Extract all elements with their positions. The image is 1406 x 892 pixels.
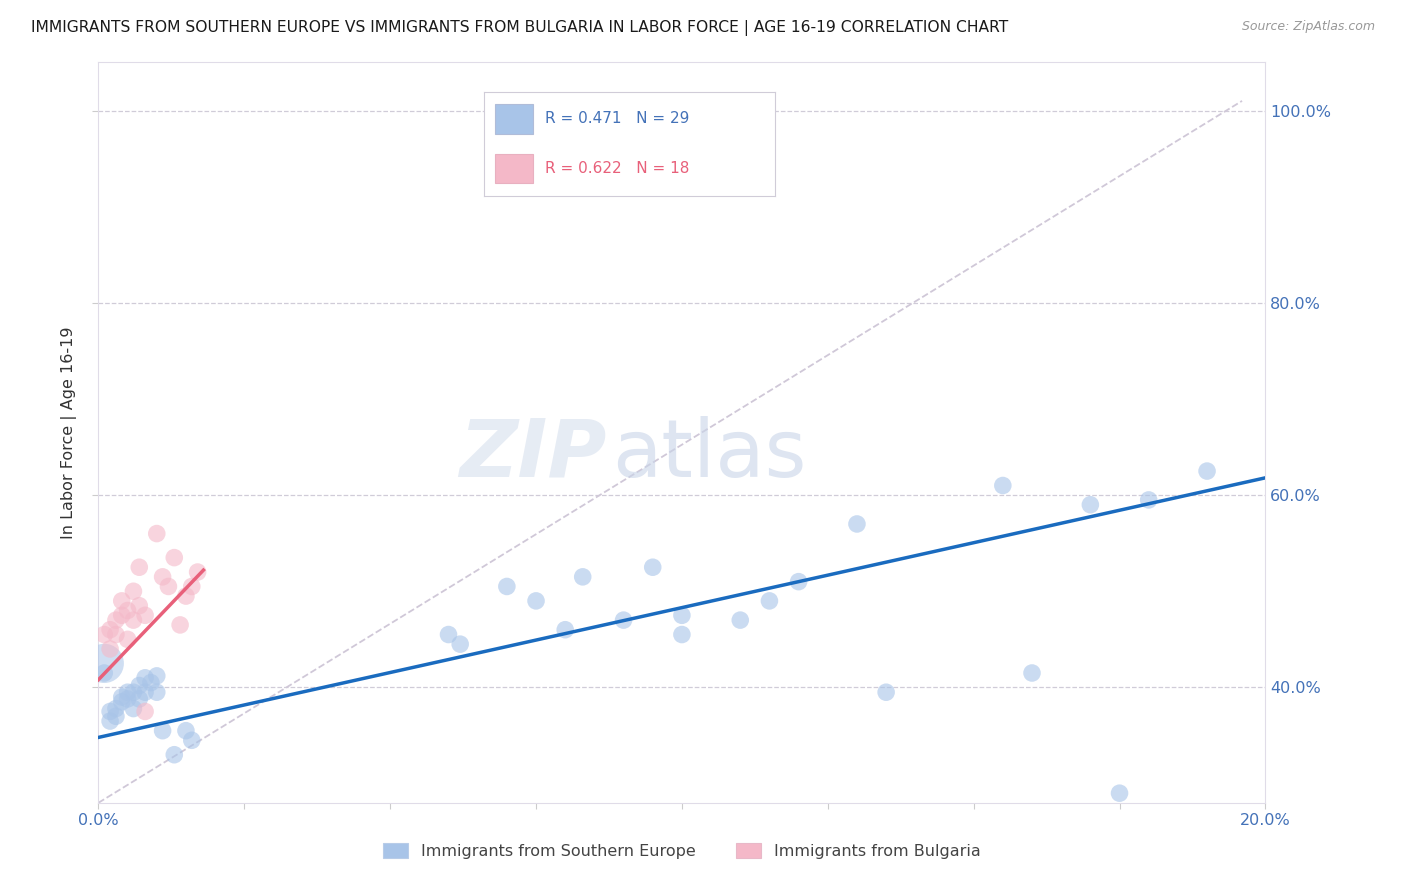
- Point: [758, 594, 780, 608]
- Point: [111, 695, 134, 709]
- Point: [449, 637, 471, 651]
- Point: [139, 675, 162, 690]
- Point: [787, 574, 810, 589]
- Point: [117, 685, 139, 699]
- Point: [146, 526, 169, 541]
- Point: [128, 599, 150, 613]
- Point: [163, 747, 186, 762]
- Point: [174, 723, 197, 738]
- Text: ZIP: ZIP: [458, 416, 606, 494]
- Point: [98, 705, 121, 719]
- Point: [134, 685, 156, 699]
- Point: [180, 733, 202, 747]
- Text: Source: ZipAtlas.com: Source: ZipAtlas.com: [1241, 20, 1375, 33]
- Point: [134, 608, 156, 623]
- Point: [187, 565, 209, 579]
- Point: [111, 690, 134, 704]
- Point: [122, 701, 145, 715]
- Point: [875, 685, 897, 699]
- Point: [98, 642, 121, 657]
- Point: [111, 594, 134, 608]
- Point: [134, 671, 156, 685]
- Point: [524, 594, 547, 608]
- Point: [122, 685, 145, 699]
- Point: [1195, 464, 1218, 478]
- Point: [571, 570, 593, 584]
- Point: [730, 613, 752, 627]
- Point: [122, 584, 145, 599]
- Point: [554, 623, 576, 637]
- Point: [671, 608, 693, 623]
- Text: IMMIGRANTS FROM SOUTHERN EUROPE VS IMMIGRANTS FROM BULGARIA IN LABOR FORCE | AGE: IMMIGRANTS FROM SOUTHERN EUROPE VS IMMIG…: [31, 20, 1008, 36]
- Point: [1137, 492, 1160, 507]
- Point: [641, 560, 664, 574]
- Point: [117, 632, 139, 647]
- Point: [117, 603, 139, 617]
- Text: atlas: atlas: [612, 416, 806, 494]
- Point: [93, 627, 115, 641]
- Point: [671, 627, 693, 641]
- Point: [152, 570, 174, 584]
- Point: [496, 579, 519, 593]
- Point: [152, 723, 174, 738]
- Point: [180, 579, 202, 593]
- Point: [128, 678, 150, 692]
- Point: [104, 613, 127, 627]
- Legend: Immigrants from Southern Europe, Immigrants from Bulgaria: Immigrants from Southern Europe, Immigra…: [377, 837, 987, 865]
- Point: [157, 579, 180, 593]
- Point: [612, 613, 634, 627]
- Point: [1080, 498, 1102, 512]
- Point: [104, 627, 127, 641]
- Point: [117, 692, 139, 706]
- Point: [174, 589, 197, 603]
- Point: [128, 692, 150, 706]
- Point: [111, 608, 134, 623]
- Point: [98, 714, 121, 728]
- Point: [128, 560, 150, 574]
- Point: [163, 550, 186, 565]
- Point: [991, 478, 1014, 492]
- Point: [93, 665, 115, 680]
- Point: [146, 685, 169, 699]
- Y-axis label: In Labor Force | Age 16-19: In Labor Force | Age 16-19: [60, 326, 77, 539]
- Point: [437, 627, 460, 641]
- Point: [146, 669, 169, 683]
- Point: [93, 657, 115, 671]
- Point: [169, 618, 191, 632]
- Point: [98, 623, 121, 637]
- Point: [134, 705, 156, 719]
- Point: [104, 701, 127, 715]
- Point: [122, 613, 145, 627]
- Point: [104, 709, 127, 723]
- Point: [1108, 786, 1130, 800]
- Point: [846, 516, 869, 531]
- Point: [1021, 665, 1043, 680]
